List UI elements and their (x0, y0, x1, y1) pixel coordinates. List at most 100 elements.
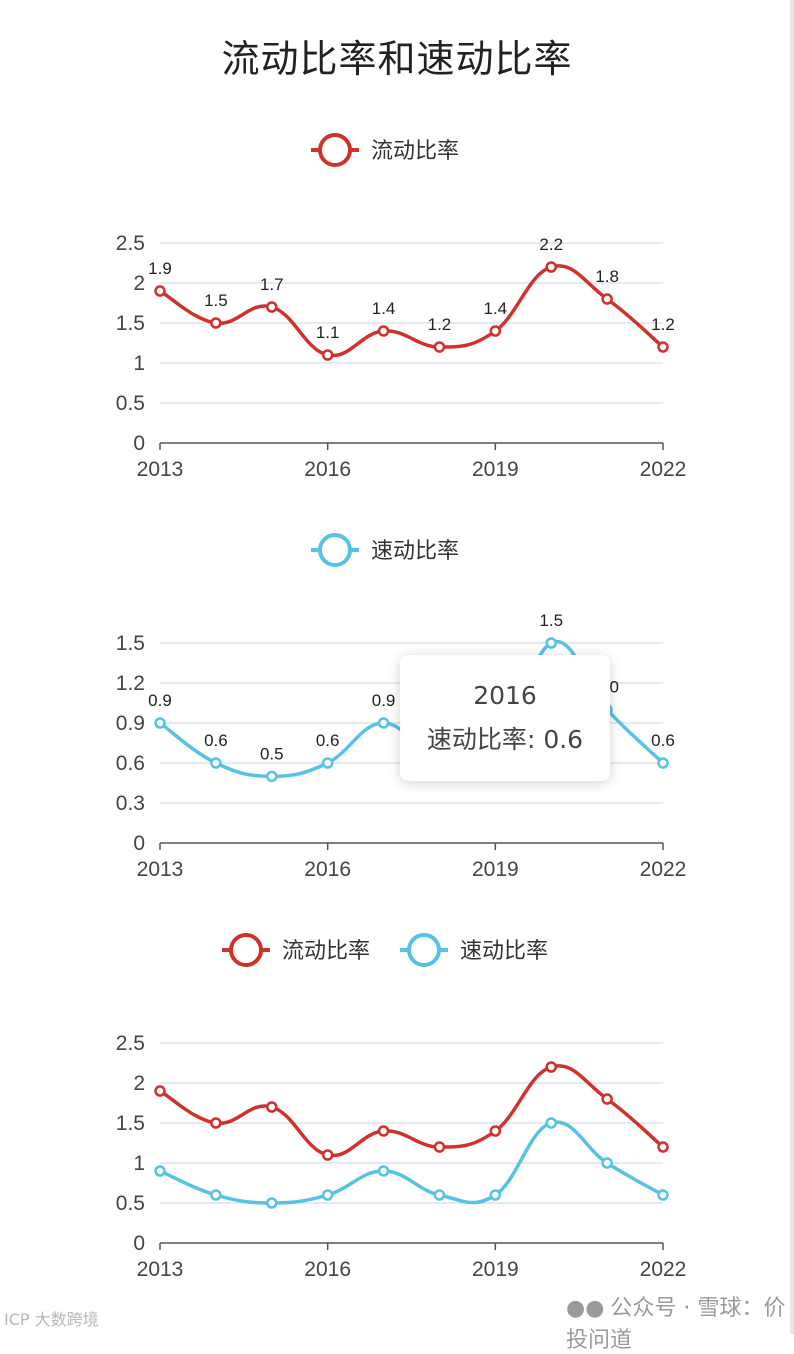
x-tick-label: 2022 (640, 1258, 687, 1281)
data-label: 0.6 (651, 731, 675, 750)
data-point (601, 1157, 613, 1169)
y-tick-label: 0 (133, 832, 145, 855)
data-point (433, 341, 446, 353)
legend-marker-icon (407, 933, 441, 967)
data-point (657, 1189, 669, 1201)
legend-label: 流动比率 (282, 939, 370, 964)
data-point (210, 757, 222, 769)
watermark-right: ●● 公众号 · 雪球：价投问道 (566, 1290, 794, 1354)
tooltip-row: 速动比率: 0.6 (426, 725, 584, 754)
y-tick-label: 0 (133, 432, 145, 455)
legend-item-1: 流动比率 (311, 133, 459, 167)
data-point (433, 1189, 446, 1201)
watermark-left: ICP 大数跨境 (4, 1310, 99, 1329)
tooltip: 2016 速动比率: 0.6 (400, 655, 610, 781)
chart-current-ratio: 流动比率 0 0.5 1 1.5 2 2.5 2013 2016 2019 2022 1.9 1.5 1.… (116, 133, 686, 480)
data-point (321, 1149, 334, 1161)
data-label: 0.9 (372, 691, 396, 710)
y-tick-label: 2.5 (116, 232, 145, 255)
data-label: 1.1 (316, 323, 340, 342)
x-tick-label: 2016 (304, 458, 351, 480)
y-tick-label: 2 (133, 272, 145, 295)
data-point (545, 261, 557, 273)
x-tick-label: 2016 (304, 858, 351, 881)
data-label: 1.9 (148, 259, 172, 278)
y-tick-label: 1 (133, 1152, 145, 1175)
data-point (321, 1189, 334, 1201)
y-tick-label: 1.5 (116, 312, 145, 335)
page-title: 流动比率和速动比率 (221, 37, 573, 81)
legend-marker-icon (318, 133, 352, 167)
data-point (657, 341, 669, 353)
data-point (377, 717, 390, 729)
x-tick-label: 2016 (304, 1258, 351, 1281)
data-point (489, 1125, 502, 1137)
data-label: 1.5 (204, 291, 228, 310)
data-label: 1.4 (484, 299, 508, 318)
data-point (601, 293, 613, 305)
data-point (545, 1117, 557, 1129)
data-label: 1.2 (651, 315, 675, 334)
x-tick-label: 2019 (472, 858, 519, 881)
legend-marker-icon (229, 933, 263, 967)
data-point (377, 325, 390, 337)
y-tick-label: 1 (133, 352, 145, 375)
tooltip-series-name: 速动比率 (426, 725, 527, 754)
y-tick-label: 1.5 (116, 632, 145, 655)
data-label: 0.6 (204, 731, 228, 750)
data-point (154, 717, 166, 729)
x-tick-label: 2013 (137, 1258, 184, 1281)
data-point (210, 1117, 222, 1129)
page-edge (790, 0, 794, 1334)
data-label: 0.9 (148, 691, 172, 710)
data-point (433, 1141, 446, 1153)
legend-item-2: 速动比率 (400, 933, 548, 967)
data-label: 0.6 (316, 731, 340, 750)
data-point (266, 1197, 278, 1209)
data-point (321, 349, 334, 361)
series-line-1 (159, 264, 665, 358)
data-point (154, 285, 166, 297)
data-label: 1.2 (428, 315, 452, 334)
legend-item-1: 流动比率 (222, 933, 370, 967)
data-point (154, 1165, 166, 1177)
y-tick-label: 0.3 (116, 792, 145, 815)
data-point (377, 1165, 390, 1177)
tooltip-value: 0.6 (543, 725, 584, 754)
data-point (210, 317, 222, 329)
y-tick-label: 2 (133, 1072, 145, 1095)
data-label: 1.5 (539, 611, 563, 630)
data-point (489, 1189, 502, 1201)
data-point (601, 1093, 613, 1105)
data-point (377, 1125, 390, 1137)
tooltip-title: 2016 (473, 681, 537, 710)
data-point (266, 770, 278, 783)
legend-label: 速动比率 (460, 939, 548, 964)
y-tick-label: 2.5 (116, 1032, 145, 1055)
data-point (321, 757, 334, 769)
y-tick-label: 0 (133, 1232, 145, 1255)
data-point (545, 1061, 557, 1073)
data-label: 1.7 (260, 275, 284, 294)
legend-label: 速动比率 (371, 539, 459, 564)
series-line-2 (159, 1120, 664, 1205)
data-label: 0.5 (260, 744, 284, 763)
x-tick-label: 2019 (472, 458, 519, 480)
data-label: 1.8 (595, 267, 619, 286)
wechat-icon: ●● (566, 1296, 605, 1321)
data-point (489, 325, 502, 337)
x-tick-label: 2013 (137, 458, 184, 480)
series-line-1 (159, 1064, 665, 1158)
data-point (266, 301, 278, 313)
y-tick-label: 0.5 (116, 392, 145, 415)
data-point (657, 1141, 669, 1153)
data-label: 1.4 (372, 299, 396, 318)
legend-marker-icon (318, 533, 352, 567)
data-point (210, 1189, 222, 1201)
y-tick-label: 0.6 (116, 752, 145, 775)
legend-item-1: 速动比率 (311, 533, 459, 567)
y-tick-label: 0.5 (116, 1192, 145, 1215)
data-label: 2.2 (539, 235, 563, 254)
x-tick-label: 2022 (640, 858, 687, 881)
